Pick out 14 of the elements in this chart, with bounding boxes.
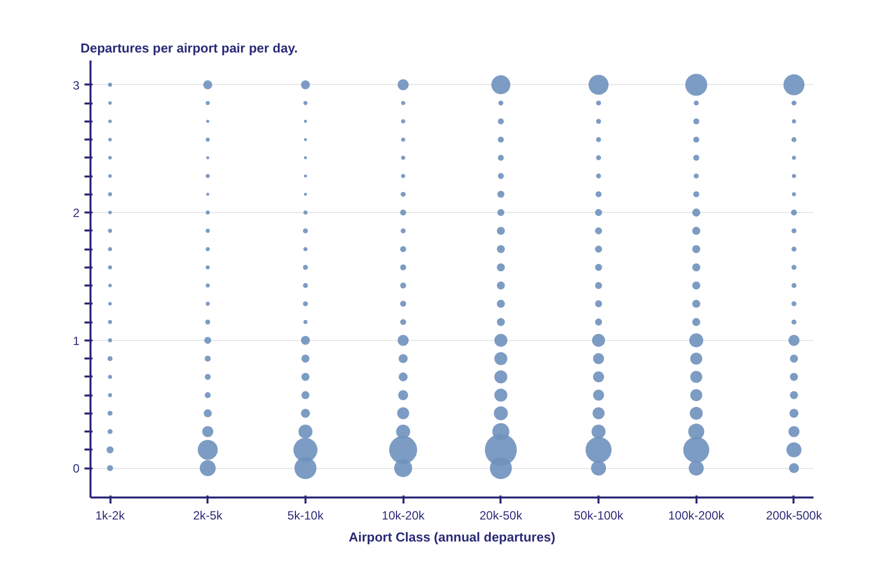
x-tick-label: 2k-5k bbox=[193, 508, 224, 522]
x-tick-label: 100k-200k bbox=[668, 508, 726, 522]
chart-title: Departures per airport pair per day. bbox=[80, 40, 298, 56]
y-tick-label: 1 bbox=[72, 334, 80, 348]
y-tick-label: 0 bbox=[72, 462, 80, 476]
x-tick-label: 200k-500k bbox=[766, 508, 823, 522]
x-tick-label: 50k-100k bbox=[574, 508, 624, 522]
x-tick-label: 1k-2k bbox=[95, 508, 126, 522]
y-tick-label: 3 bbox=[72, 78, 80, 92]
x-tick-label: 20k-50k bbox=[480, 508, 524, 522]
x-tick-label: 5k-10k bbox=[287, 508, 324, 522]
x-tick-label: 10k-20k bbox=[382, 508, 426, 522]
x-axis-title: Airport Class (annual departures) bbox=[348, 530, 556, 544]
y-tick-label: 2 bbox=[72, 206, 80, 220]
